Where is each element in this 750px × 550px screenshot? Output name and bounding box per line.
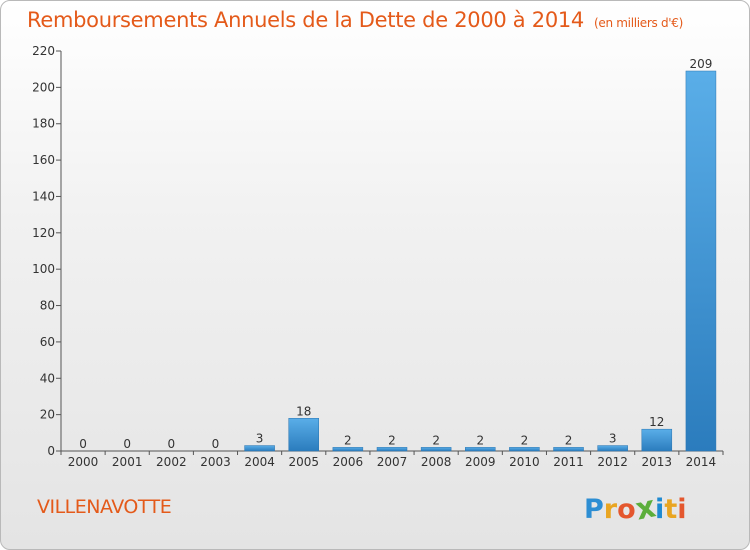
- chart-title-text: Remboursements Annuels de la Dette de 20…: [27, 8, 584, 32]
- x-tick-label: 2002: [156, 455, 187, 469]
- x-tick-label: 2005: [288, 455, 319, 469]
- y-tick-label: 20: [40, 408, 55, 422]
- bar-value-label: 2: [521, 433, 529, 447]
- x-tick-label: 2008: [421, 455, 452, 469]
- x-tick-label: 2010: [509, 455, 540, 469]
- bar: [553, 447, 584, 452]
- bar-value-label: 209: [689, 57, 712, 71]
- bar: [465, 447, 496, 452]
- x-tick-label: 2009: [465, 455, 496, 469]
- y-tick-label: 60: [40, 335, 55, 349]
- bar-value-label: 3: [256, 432, 264, 446]
- logo-letter: i: [655, 494, 665, 525]
- bar: [244, 445, 275, 452]
- y-tick-label: 80: [40, 299, 55, 313]
- bar: [420, 447, 452, 452]
- bar-value-label: 12: [649, 415, 664, 429]
- x-tick-label: 2004: [244, 455, 275, 469]
- x-tick-label: 2001: [112, 455, 143, 469]
- y-tick-label: 200: [32, 80, 55, 94]
- bar: [641, 428, 673, 452]
- bar-value-label: 18: [296, 404, 311, 418]
- bar-value-label: 2: [476, 433, 484, 447]
- y-tick-label: 180: [32, 117, 55, 131]
- y-tick-label: 160: [32, 153, 55, 167]
- bar-value-label: 0: [212, 437, 220, 451]
- y-tick-label: 120: [32, 226, 55, 240]
- city-name: VILLENAVOTTE: [37, 496, 172, 518]
- logo-letter: t: [664, 494, 678, 525]
- chart-bars: [244, 70, 717, 452]
- x-tick-label: 2003: [200, 455, 231, 469]
- y-tick-label: 0: [47, 444, 55, 458]
- y-tick-label: 40: [40, 371, 55, 385]
- y-tick-label: 220: [32, 44, 55, 58]
- bar-value-label: 2: [388, 433, 396, 447]
- y-tick-label: 100: [32, 262, 55, 276]
- x-tick-label: 2014: [686, 455, 717, 469]
- logo-letter: r: [603, 494, 618, 525]
- x-tick-label: 2011: [553, 455, 584, 469]
- x-tick-label: 2013: [642, 455, 673, 469]
- chart-units: (en milliers d'€): [594, 16, 684, 30]
- x-tick-label: 2012: [597, 455, 628, 469]
- proxiti-logo: Proxiti: [584, 489, 687, 527]
- bar: [376, 447, 408, 452]
- bar: [332, 447, 364, 452]
- bar-value-label: 2: [565, 433, 573, 447]
- x-tick-label: 2000: [68, 455, 99, 469]
- bar: [597, 445, 628, 452]
- bar-value-label: 3: [609, 432, 617, 446]
- bar-value-label: 2: [432, 433, 440, 447]
- chart-title: Remboursements Annuels de la Dette de 20…: [27, 8, 683, 32]
- bar-value-label: 0: [79, 437, 87, 451]
- bar-value-label: 0: [168, 437, 176, 451]
- bar: [685, 70, 717, 452]
- x-tick-label: 2006: [333, 455, 364, 469]
- bar: [288, 418, 319, 452]
- y-tick-label: 140: [32, 189, 55, 203]
- logo-letter: o: [617, 494, 636, 525]
- chart-labels: 0 0 0 0 3 18 2 2 2 2 2 2 3 12 209: [79, 57, 712, 451]
- bar-value-label: 0: [123, 437, 131, 451]
- bar-value-label: 2: [344, 433, 352, 447]
- x-tick-label: 2007: [377, 455, 408, 469]
- bar: [509, 447, 540, 452]
- logo-letter: i: [677, 494, 687, 525]
- logo-letter: P: [584, 494, 604, 525]
